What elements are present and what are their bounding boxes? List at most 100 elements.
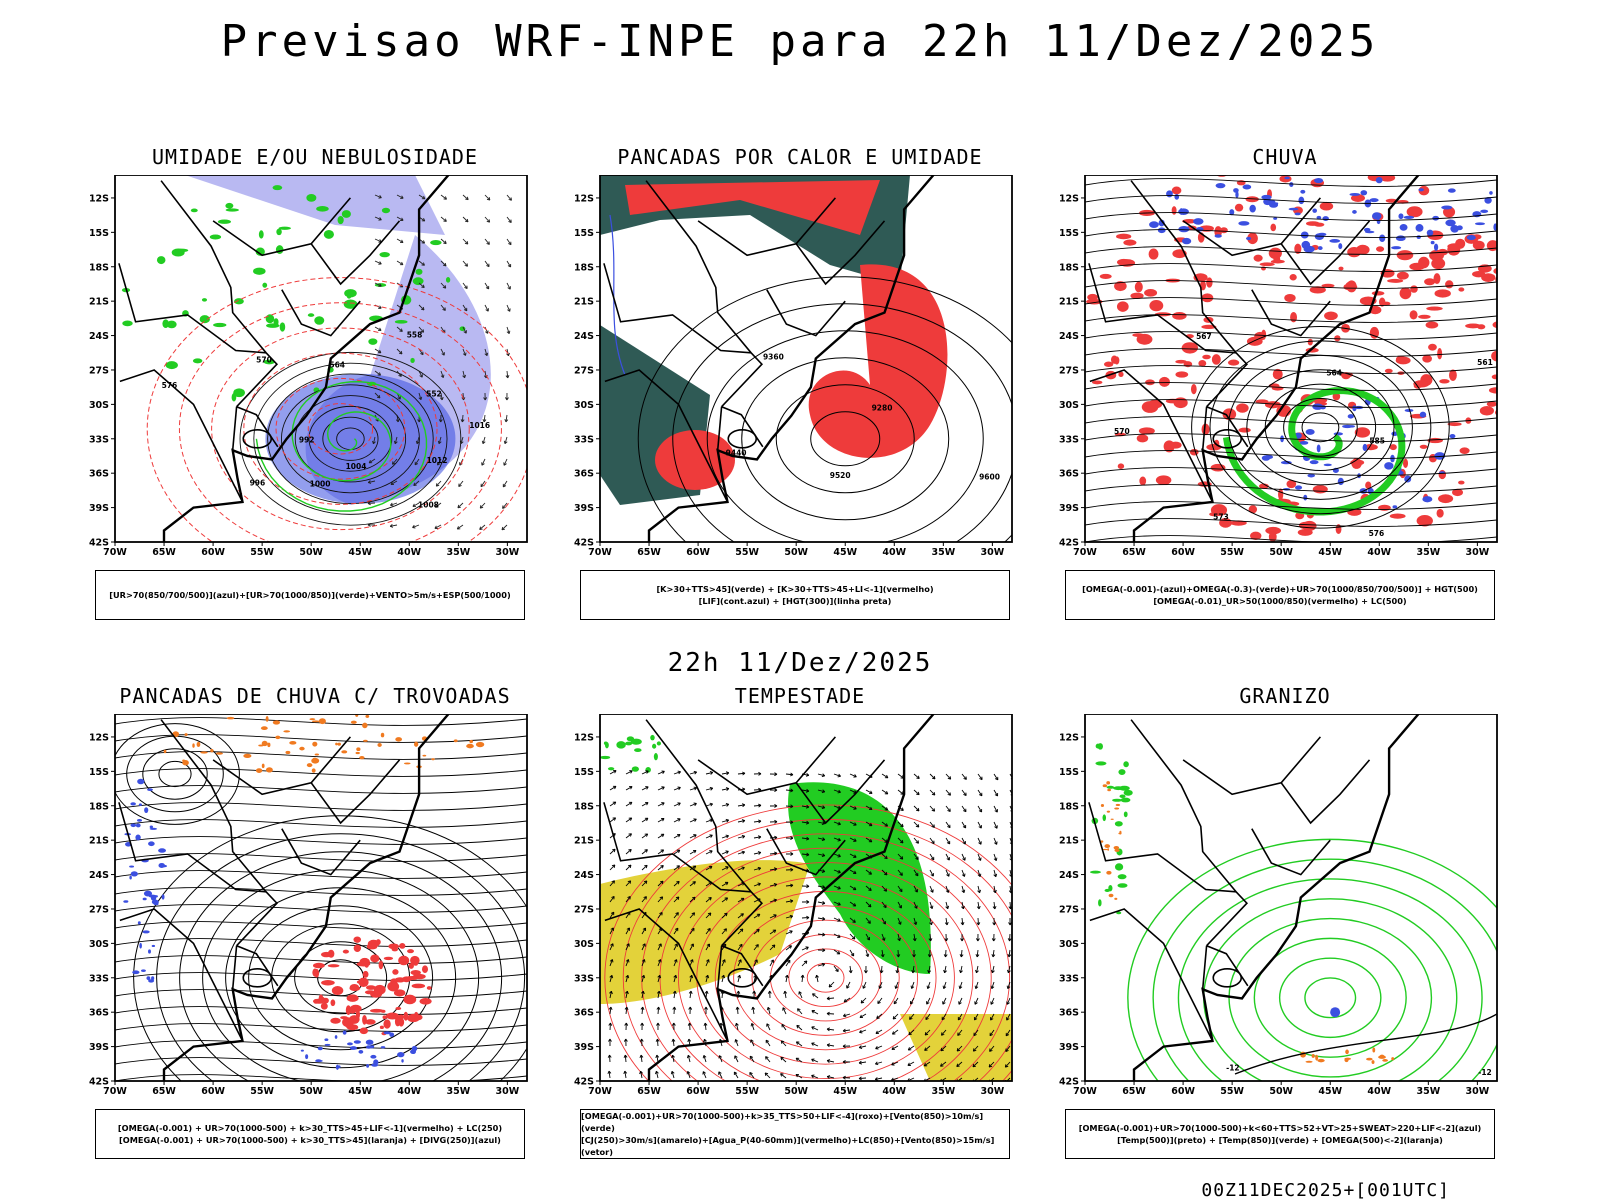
contour-label: 1004 — [346, 462, 367, 471]
rain-red — [1422, 355, 1432, 363]
divergence-blue — [132, 970, 139, 974]
storm-orange — [312, 768, 316, 772]
rain-red — [1159, 377, 1170, 387]
lon-label: 60W — [686, 547, 710, 558]
rain-red — [1514, 349, 1520, 361]
rain-red — [1420, 445, 1428, 449]
contour-label: 573 — [1213, 512, 1229, 521]
storm-red — [346, 1005, 351, 1015]
storm-orange — [313, 758, 316, 760]
lat-label: 33S — [89, 434, 109, 445]
contour-label: 570 — [1114, 427, 1130, 436]
rain-red — [1434, 273, 1441, 284]
lon-label: 55W — [250, 547, 274, 558]
divergence-blue — [397, 1052, 404, 1057]
lat-label: 39S — [89, 503, 109, 514]
storm-red — [374, 985, 386, 995]
storm-orange — [356, 752, 360, 754]
rain-red — [1426, 307, 1442, 311]
omega-blue — [1372, 212, 1381, 220]
temp850-contour — [1115, 863, 1123, 870]
green-contour — [262, 283, 267, 288]
storm-orange — [309, 718, 315, 720]
omega500-orange — [1312, 1054, 1315, 1058]
lat-label: 36S — [89, 469, 109, 480]
storm-red — [399, 943, 405, 949]
temp850-contour — [1107, 786, 1115, 789]
storm-orange — [466, 744, 474, 749]
storm-orange — [381, 733, 384, 738]
page-title: Previsao WRF-INPE para 22h 11/Dez/2025 — [0, 16, 1600, 67]
rain-red — [1302, 521, 1316, 531]
rain-red — [1509, 392, 1515, 397]
divergence-blue — [144, 891, 152, 897]
divergence-blue — [129, 876, 131, 880]
lat-label: 12S — [574, 193, 594, 204]
omega500-orange — [1306, 1061, 1313, 1063]
omega-blue — [1158, 227, 1166, 233]
omega-blue — [1404, 476, 1411, 483]
divergence-blue — [123, 900, 128, 903]
lat-label: 39S — [574, 1042, 594, 1053]
rain-red — [1396, 356, 1406, 363]
divergence-blue — [358, 1050, 363, 1054]
rain-red — [1172, 206, 1177, 215]
lon-label: 55W — [1220, 1086, 1244, 1097]
storm-orange — [335, 743, 338, 746]
green-contour — [210, 234, 221, 239]
lat-label: 21S — [574, 297, 594, 308]
omega-blue — [1317, 444, 1321, 452]
storm-orange — [197, 742, 201, 747]
omega-blue — [1166, 190, 1173, 197]
lon-label: 40W — [882, 547, 906, 558]
storm-red — [407, 949, 414, 953]
lon-label: 35W — [446, 547, 470, 558]
omega-blue — [1393, 505, 1398, 508]
omega-blue — [1249, 205, 1256, 213]
omega-blue — [1377, 219, 1381, 224]
map-layer: -12-12 — [1085, 714, 1520, 1106]
rain-red — [1439, 379, 1449, 383]
lat-label: 15S — [574, 228, 594, 239]
omega500-orange — [1111, 819, 1114, 820]
green-contour — [122, 321, 132, 327]
lat-label: 18S — [574, 801, 594, 812]
contour-label: 1012 — [427, 456, 448, 465]
storm-orange — [256, 768, 262, 773]
temp850-contour — [1121, 798, 1131, 803]
omega500-orange — [1345, 1050, 1349, 1055]
divergence-blue — [137, 819, 142, 822]
lon-label: 40W — [1367, 1086, 1391, 1097]
temp850-contour — [1118, 769, 1125, 775]
omega-blue — [1246, 237, 1251, 240]
divergence-blue — [412, 1046, 417, 1051]
temp850-contour — [1112, 799, 1122, 802]
omega500-orange — [1103, 784, 1107, 787]
storm-red — [409, 976, 419, 980]
footer-run-label: 00Z11DEC2025+[001UTC] — [1201, 1180, 1450, 1201]
rain-red — [1236, 403, 1249, 412]
rain-red — [1372, 291, 1385, 295]
lat-label: 12S — [89, 193, 109, 204]
legend-box: [OMEGA(-0.001)-(azul)+OMEGA(-0.3)-(verde… — [1065, 570, 1495, 620]
storm-red — [386, 1013, 399, 1020]
contour-label: -12 — [1226, 1063, 1240, 1072]
omega500-orange — [1114, 846, 1119, 849]
lon-label: 45W — [1318, 1086, 1342, 1097]
contour-label: 576 — [1369, 529, 1385, 538]
lon-label: 65W — [152, 547, 176, 558]
divergence-blue — [318, 1047, 323, 1050]
storm-orange — [454, 739, 458, 742]
green-contour — [157, 256, 165, 264]
divergence-blue — [371, 1064, 378, 1067]
storm-red — [363, 971, 369, 978]
omega-blue — [1284, 177, 1290, 180]
storm-orange — [262, 741, 268, 746]
storm-red — [330, 999, 335, 1006]
rain-red — [1465, 324, 1481, 329]
divergence-blue — [366, 1064, 369, 1068]
lat-label: 39S — [574, 503, 594, 514]
omega-blue — [1233, 188, 1239, 193]
divergence-blue — [366, 1040, 374, 1045]
rain-red — [1346, 282, 1356, 288]
